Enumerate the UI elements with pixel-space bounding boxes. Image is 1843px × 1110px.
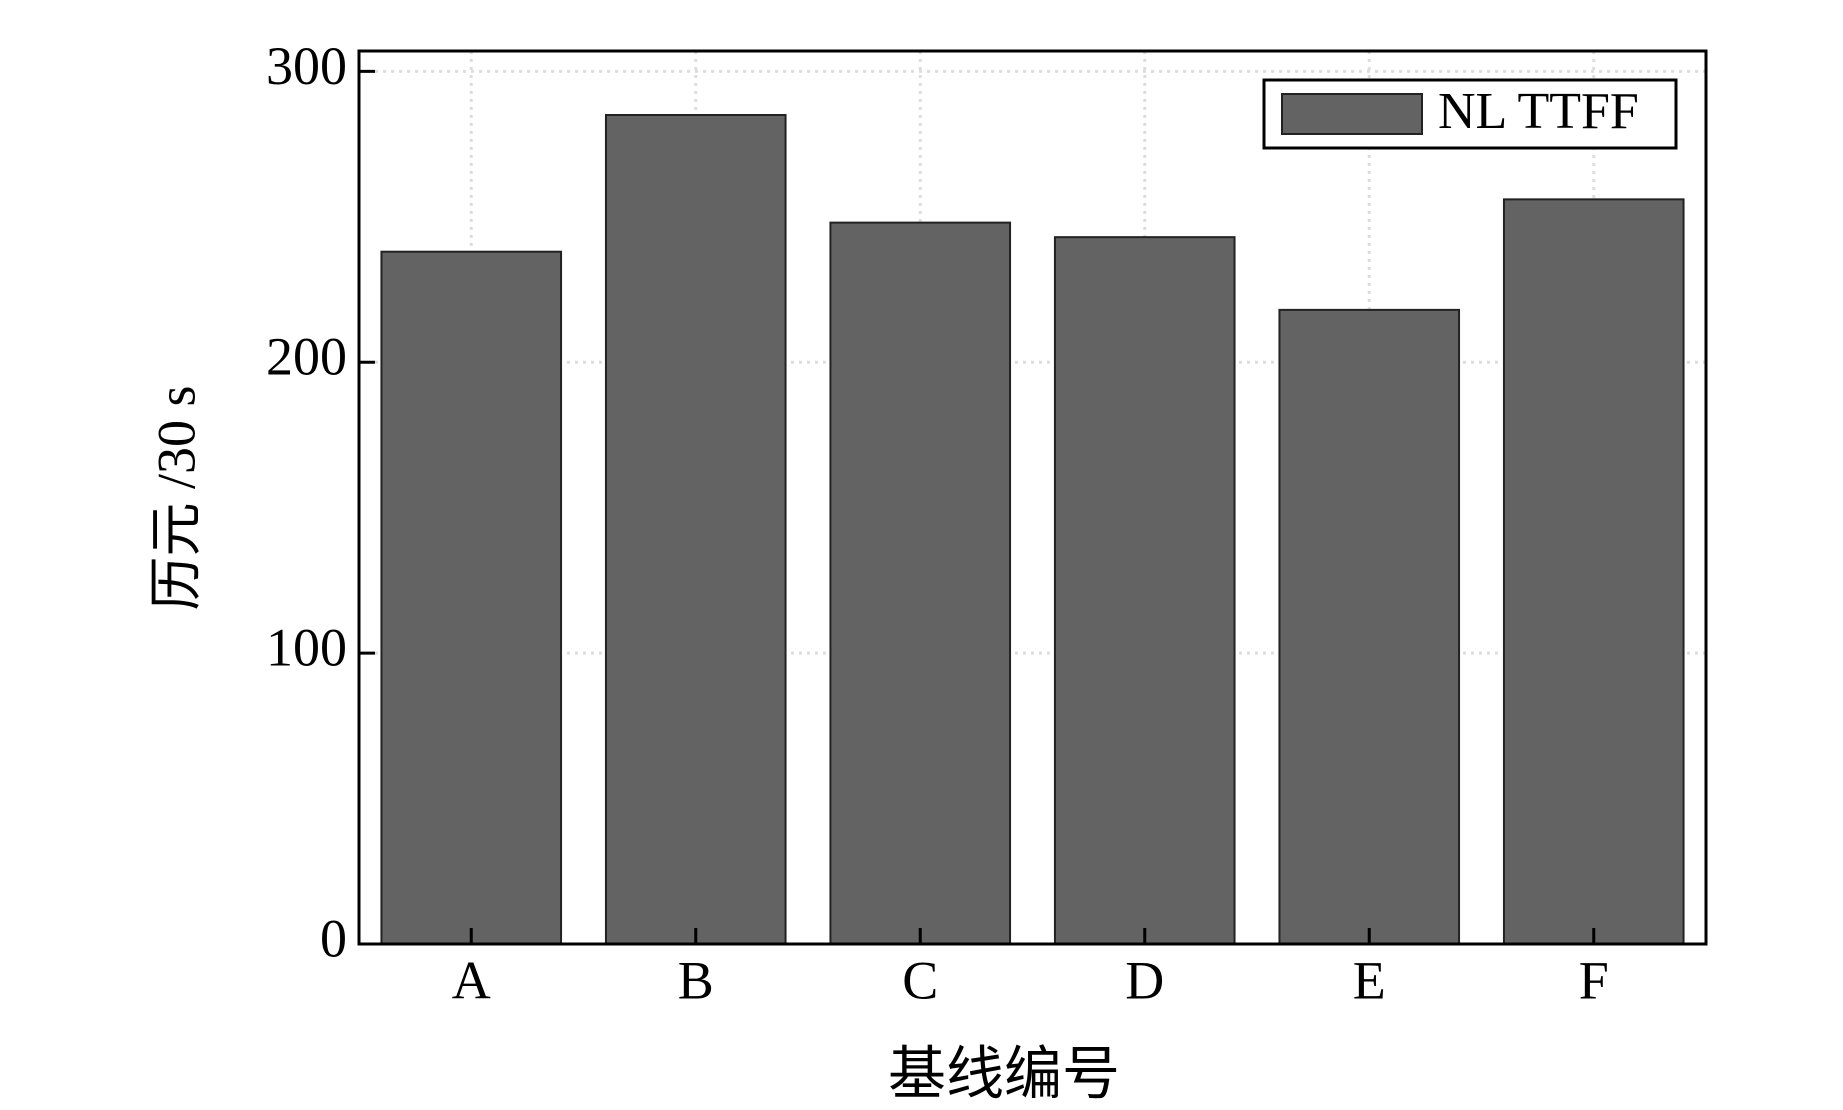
bar	[604, 113, 787, 946]
bar	[1053, 236, 1236, 946]
y-tick-label: 300	[266, 36, 347, 96]
x-tick-label: B	[678, 950, 714, 1010]
y-axis-label: 历元 /30 s	[146, 385, 206, 610]
y-tick-label: 100	[266, 618, 347, 678]
bar	[1278, 308, 1461, 945]
x-axis-label: 基线编号	[888, 1041, 1120, 1106]
bar	[829, 221, 1012, 945]
x-tick-label: C	[902, 950, 938, 1010]
y-tick-label: 200	[266, 327, 347, 387]
legend-swatch	[1281, 93, 1423, 135]
y-tick-label: 0	[320, 908, 347, 968]
x-tick-label: D	[1125, 950, 1164, 1010]
x-tick-label: F	[1579, 950, 1609, 1010]
bar	[1502, 198, 1685, 946]
x-tick-label: E	[1353, 950, 1386, 1010]
plot-frame	[357, 49, 1708, 946]
bar	[380, 250, 563, 945]
legend-label: NL TTFF	[1438, 83, 1639, 140]
x-tick-label: A	[452, 950, 491, 1010]
